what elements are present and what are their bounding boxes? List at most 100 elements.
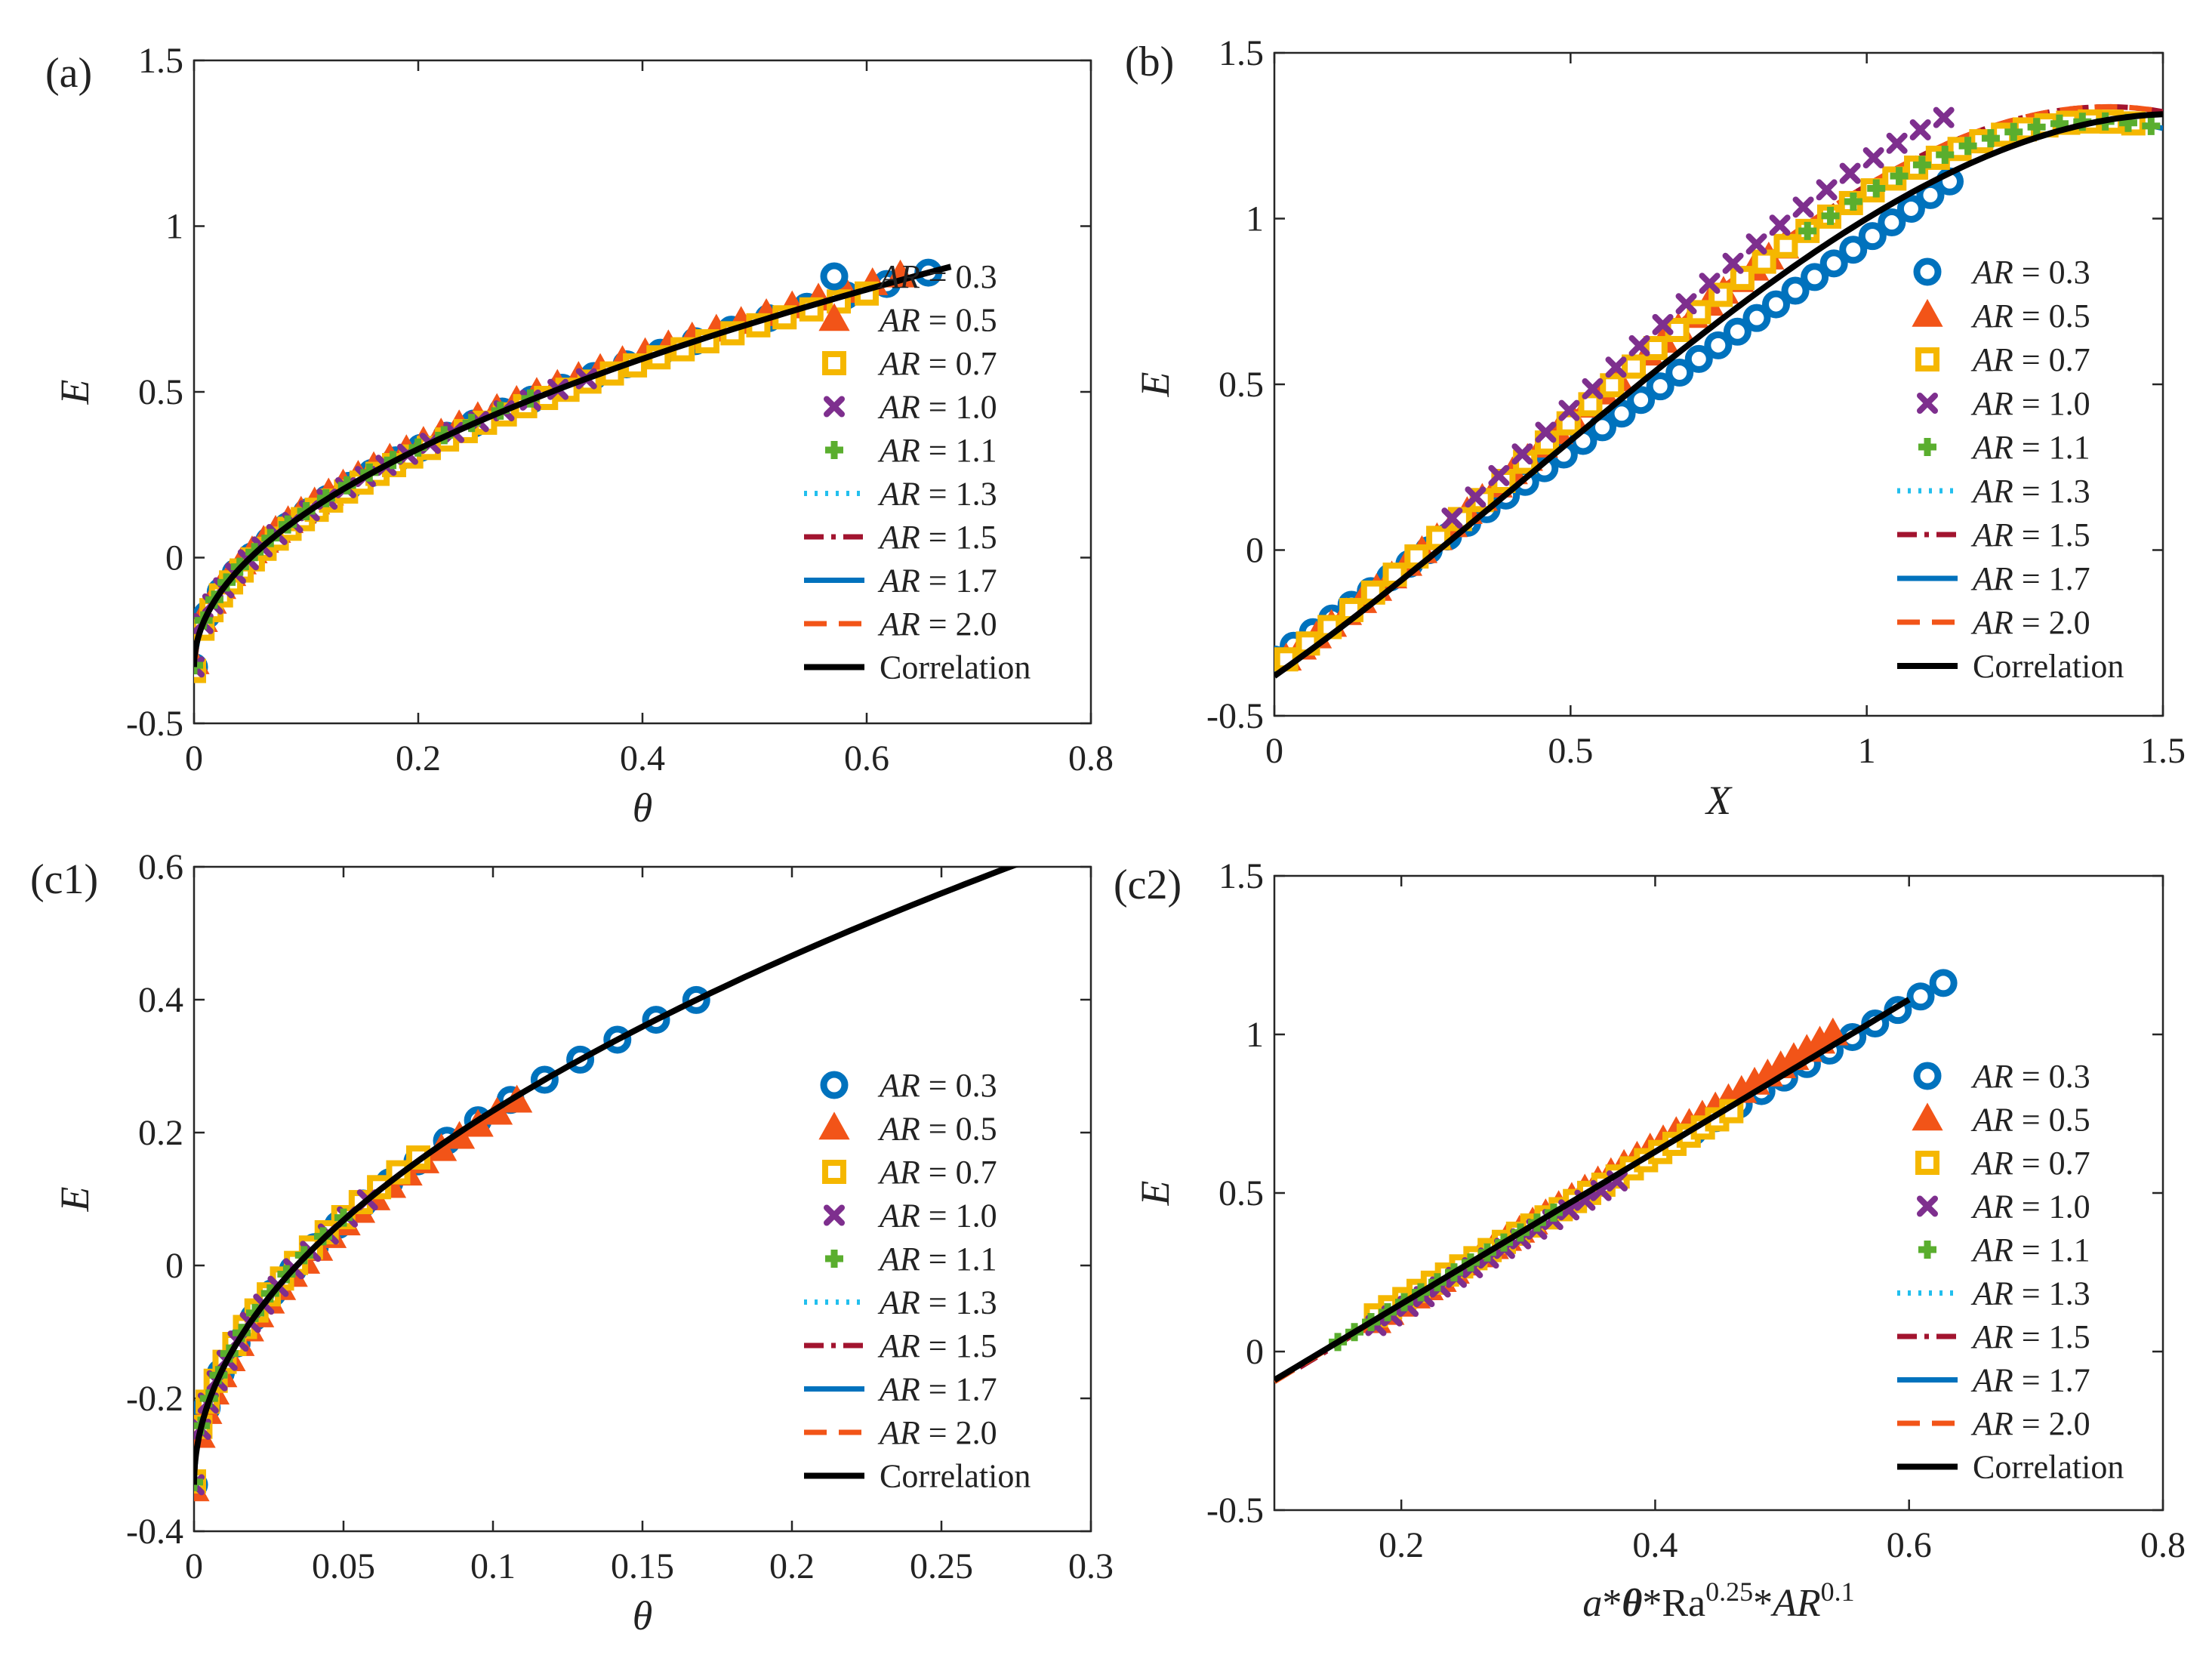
x-tick-label: 0.6 xyxy=(844,738,889,778)
legend-label: AR = 2.0 xyxy=(877,1414,997,1451)
data-point xyxy=(1699,273,1721,294)
y-tick-label: 1 xyxy=(1246,1015,1264,1055)
y-tick-label: 1.5 xyxy=(1218,33,1264,73)
y-tick-label: 0.6 xyxy=(138,847,183,887)
correlation-line xyxy=(194,867,1019,1485)
data-point xyxy=(1773,233,1798,258)
legend-label: AR = 0.7 xyxy=(877,345,997,382)
data-point xyxy=(1684,344,1713,373)
data-point xyxy=(1896,194,1925,223)
data-point xyxy=(1607,399,1636,428)
y-tick-label: 1 xyxy=(165,207,183,247)
y-tick-label: -0.5 xyxy=(1206,696,1264,736)
x-axis-label: θ xyxy=(633,1593,653,1638)
data-point xyxy=(1792,196,1814,218)
y-tick-label: 0 xyxy=(165,538,183,578)
data-point xyxy=(1929,969,1958,997)
data-point xyxy=(1605,356,1627,378)
y-tick-label: -0.5 xyxy=(1206,1490,1264,1530)
plot-area xyxy=(1274,969,1958,1384)
y-tick-label: 1.5 xyxy=(1218,856,1264,896)
data-point xyxy=(1665,359,1694,387)
x-tick-label: 0.3 xyxy=(1068,1546,1114,1586)
legend-label: AR = 1.0 xyxy=(877,389,997,426)
data-point xyxy=(1722,252,1744,274)
data-point xyxy=(1936,145,1955,164)
legend: AR = 0.3 AR = 0.5 AR = 0.7 AR = 1.0 AR = 1.1… xyxy=(804,258,1031,686)
legend-label: AR = 0.5 xyxy=(1970,1102,2090,1139)
data-point xyxy=(1890,167,1909,186)
x-tick-label: 0.2 xyxy=(1379,1525,1424,1565)
legend-label: Correlation xyxy=(880,1458,1031,1495)
legend-label: Correlation xyxy=(1973,648,2124,685)
axes-box xyxy=(193,59,1092,725)
panel-label: (b) xyxy=(1125,39,1174,85)
correlation-line xyxy=(1274,111,2163,679)
legend-swatch xyxy=(818,303,850,331)
x-tick-label: 0 xyxy=(185,738,203,778)
data-point xyxy=(1867,179,1886,198)
legend-swatch xyxy=(822,1160,846,1184)
legend-label: AR = 1.3 xyxy=(1970,1275,2090,1312)
legend-swatch xyxy=(825,441,843,459)
data-point xyxy=(682,985,710,1014)
legend-swatch xyxy=(824,396,845,418)
data-point xyxy=(1600,373,1625,398)
panel-label: (a) xyxy=(45,50,92,97)
legend-label: AR = 1.1 xyxy=(1970,1231,2090,1268)
legend-label: AR = 1.3 xyxy=(877,476,997,513)
data-point xyxy=(1745,233,1767,255)
data-point xyxy=(1886,132,1908,154)
legend-label: AR = 1.1 xyxy=(877,1241,997,1278)
data-point xyxy=(1878,208,1906,237)
panel-c1: 0 0.05 0.1 0.15 0.2 0.25 0.3 -0.4 -0.2 0 0.2 0.4 0.6… xyxy=(30,847,1114,1638)
legend-label: AR = 1.7 xyxy=(877,563,997,600)
data-point xyxy=(1704,331,1733,359)
data-point xyxy=(194,1472,203,1491)
x-tick-label: 0 xyxy=(185,1546,203,1586)
data-point xyxy=(2142,116,2161,135)
panel-label: (c2) xyxy=(1114,862,1182,908)
y-tick-label: -0.2 xyxy=(126,1379,183,1419)
data-point xyxy=(566,1045,595,1074)
data-point xyxy=(530,1065,559,1094)
legend-label: AR = 0.5 xyxy=(877,302,997,339)
x-tick-label: 0.8 xyxy=(2140,1525,2186,1565)
x-tick-label: 0.5 xyxy=(1548,731,1593,771)
legend-label: AR = 0.3 xyxy=(1970,254,2090,291)
x-tick-label: 0.25 xyxy=(910,1546,973,1586)
y-tick-label: 0.4 xyxy=(138,980,183,1020)
data-point xyxy=(1821,206,1840,225)
y-axis-label: E xyxy=(1132,1181,1178,1207)
legend-label: AR = 2.0 xyxy=(1970,1405,2090,1442)
x-tick-label: 0.2 xyxy=(769,1546,815,1586)
data-point xyxy=(1906,982,1935,1011)
correlation-line xyxy=(1274,997,1911,1383)
data-point xyxy=(1675,293,1697,315)
y-tick-label: -0.5 xyxy=(126,704,183,744)
legend-label: AR = 0.5 xyxy=(877,1111,997,1148)
legend-swatch xyxy=(820,262,849,291)
legend-label: AR = 1.0 xyxy=(877,1198,997,1235)
panel-c2: 0.2 0.4 0.6 0.8 -0.5 0 0.5 1 1.5 a*θ*Ra0.25*AR0.1… xyxy=(1114,856,2186,1625)
axes-box xyxy=(193,865,1092,1533)
data-point xyxy=(1628,334,1650,356)
legend: AR = 0.3 AR = 0.5 AR = 0.7 AR = 1.0 AR = 1.1… xyxy=(1897,1058,2124,1486)
data-point xyxy=(1801,263,1829,291)
x-tick-label: 0.15 xyxy=(611,1546,674,1586)
data-point xyxy=(1652,313,1674,335)
legend: AR = 0.3 AR = 0.5 AR = 0.7 AR = 1.0 AR = 1.1… xyxy=(804,1067,1031,1495)
x-tick-label: 1.5 xyxy=(2140,731,2186,771)
legend-label: AR = 1.3 xyxy=(877,1284,997,1321)
data-point xyxy=(1769,214,1791,236)
legend-swatch xyxy=(1917,1195,1938,1217)
x-axis-label: θ xyxy=(633,785,653,831)
legend-label: AR = 0.3 xyxy=(1970,1058,2090,1095)
legend-swatch xyxy=(1913,257,1942,286)
x-tick-label: 0.6 xyxy=(1887,1525,1932,1565)
x-tick-label: 0.05 xyxy=(312,1546,375,1586)
panel-b: 0 0.5 1 1.5-0.500.511.5XE(b)AR = 0.3AR = 0.… xyxy=(1125,33,2186,823)
legend-swatch xyxy=(1913,1062,1942,1090)
axes-box xyxy=(1273,874,2164,1512)
data-point xyxy=(1844,193,1862,211)
